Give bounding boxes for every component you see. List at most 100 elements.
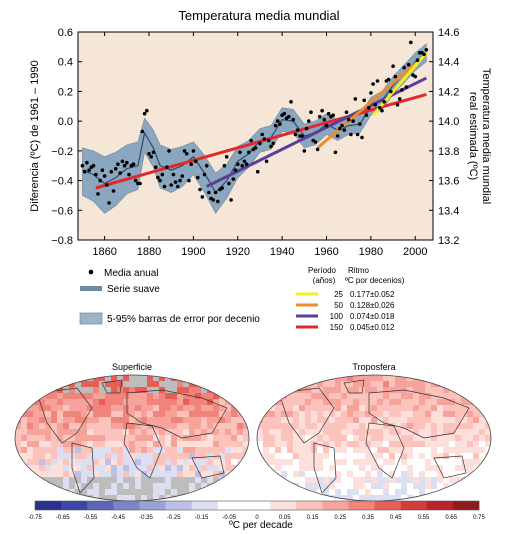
map-cell xyxy=(63,495,69,501)
map-cell xyxy=(341,465,347,471)
map-cell xyxy=(257,429,263,435)
map-cell xyxy=(395,459,401,465)
map-cell xyxy=(467,489,473,495)
map-cell xyxy=(153,381,159,387)
map-cell xyxy=(425,387,431,393)
map-cell xyxy=(87,477,93,483)
map-cell xyxy=(473,447,479,453)
map-cell xyxy=(431,435,437,441)
colorbar-swatch xyxy=(35,501,62,510)
map-cell xyxy=(213,489,219,495)
map-cell xyxy=(201,495,207,501)
map-cell xyxy=(45,429,51,435)
map-cell xyxy=(317,453,323,459)
trend-period: 25 xyxy=(334,290,343,299)
map-cell xyxy=(473,477,479,483)
map-cell xyxy=(99,477,105,483)
map-cell xyxy=(159,459,165,465)
map-cell xyxy=(269,459,275,465)
map-cell xyxy=(105,375,111,381)
y2-axis-label-line2: real estimada (ºC) xyxy=(467,92,479,180)
map-cell xyxy=(159,441,165,447)
map-cell xyxy=(117,405,123,411)
map-cell xyxy=(75,435,81,441)
map-cell xyxy=(57,375,63,381)
map-cell xyxy=(39,387,45,393)
map-cell xyxy=(117,483,123,489)
map-cell xyxy=(195,399,201,405)
map-cell xyxy=(335,405,341,411)
map-cell xyxy=(51,441,57,447)
map-cell xyxy=(153,459,159,465)
map-cell xyxy=(63,411,69,417)
map-cell xyxy=(377,375,383,381)
map-cell xyxy=(213,435,219,441)
map-cell xyxy=(257,483,263,489)
map-cell xyxy=(15,435,21,441)
map-cell xyxy=(443,435,449,441)
map-cell xyxy=(225,393,231,399)
map-cell xyxy=(141,447,147,453)
map-cell xyxy=(275,495,281,501)
map-cell xyxy=(401,459,407,465)
map-cell xyxy=(395,423,401,429)
map-cell xyxy=(99,483,105,489)
map-cell xyxy=(389,453,395,459)
map-cell xyxy=(461,381,467,387)
map-cell xyxy=(129,477,135,483)
map-cell xyxy=(281,381,287,387)
map-cell xyxy=(287,435,293,441)
map-cell xyxy=(93,477,99,483)
annual-mean-point xyxy=(295,128,300,132)
map-cell xyxy=(431,411,437,417)
map-cell xyxy=(275,489,281,495)
map-cell xyxy=(359,447,365,453)
map-cell xyxy=(353,399,359,405)
map-cell xyxy=(347,465,353,471)
map-cell xyxy=(195,375,201,381)
map-cell xyxy=(225,483,231,489)
map-cell xyxy=(123,465,129,471)
map-cell xyxy=(257,459,263,465)
map-cell xyxy=(383,435,389,441)
map-cell xyxy=(383,393,389,399)
map-cell xyxy=(437,417,443,423)
map-cell xyxy=(225,447,231,453)
map-cell xyxy=(147,399,153,405)
map-cell xyxy=(371,441,377,447)
map-cell xyxy=(63,429,69,435)
map-cell xyxy=(111,375,117,381)
x-tick-label: 1880 xyxy=(137,246,161,258)
map-cell xyxy=(237,387,243,393)
map-cell xyxy=(269,495,275,501)
map-cell xyxy=(57,453,63,459)
map-cell xyxy=(237,489,243,495)
map-cell xyxy=(189,417,195,423)
map-cell xyxy=(213,465,219,471)
map-cell xyxy=(359,435,365,441)
map-cell xyxy=(311,471,317,477)
map-cell xyxy=(99,495,105,501)
map-cell xyxy=(27,441,33,447)
map-cell xyxy=(287,387,293,393)
map-cell xyxy=(39,495,45,501)
map-cell xyxy=(443,399,449,405)
map-cell xyxy=(467,459,473,465)
map-cell xyxy=(21,405,27,411)
map-cell xyxy=(257,399,263,405)
map-cell xyxy=(485,411,491,417)
map-cell xyxy=(485,423,491,429)
map-cell xyxy=(407,453,413,459)
map-cell xyxy=(269,447,275,453)
map-cell xyxy=(123,483,129,489)
map-cell xyxy=(323,471,329,477)
map-cell xyxy=(135,387,141,393)
annual-mean-point xyxy=(375,79,380,83)
map-cell xyxy=(135,399,141,405)
map-cell xyxy=(183,453,189,459)
map-cell xyxy=(341,405,347,411)
map-cell xyxy=(263,429,269,435)
map-cell xyxy=(147,387,153,393)
map-cell xyxy=(449,477,455,483)
map-cell xyxy=(21,417,27,423)
